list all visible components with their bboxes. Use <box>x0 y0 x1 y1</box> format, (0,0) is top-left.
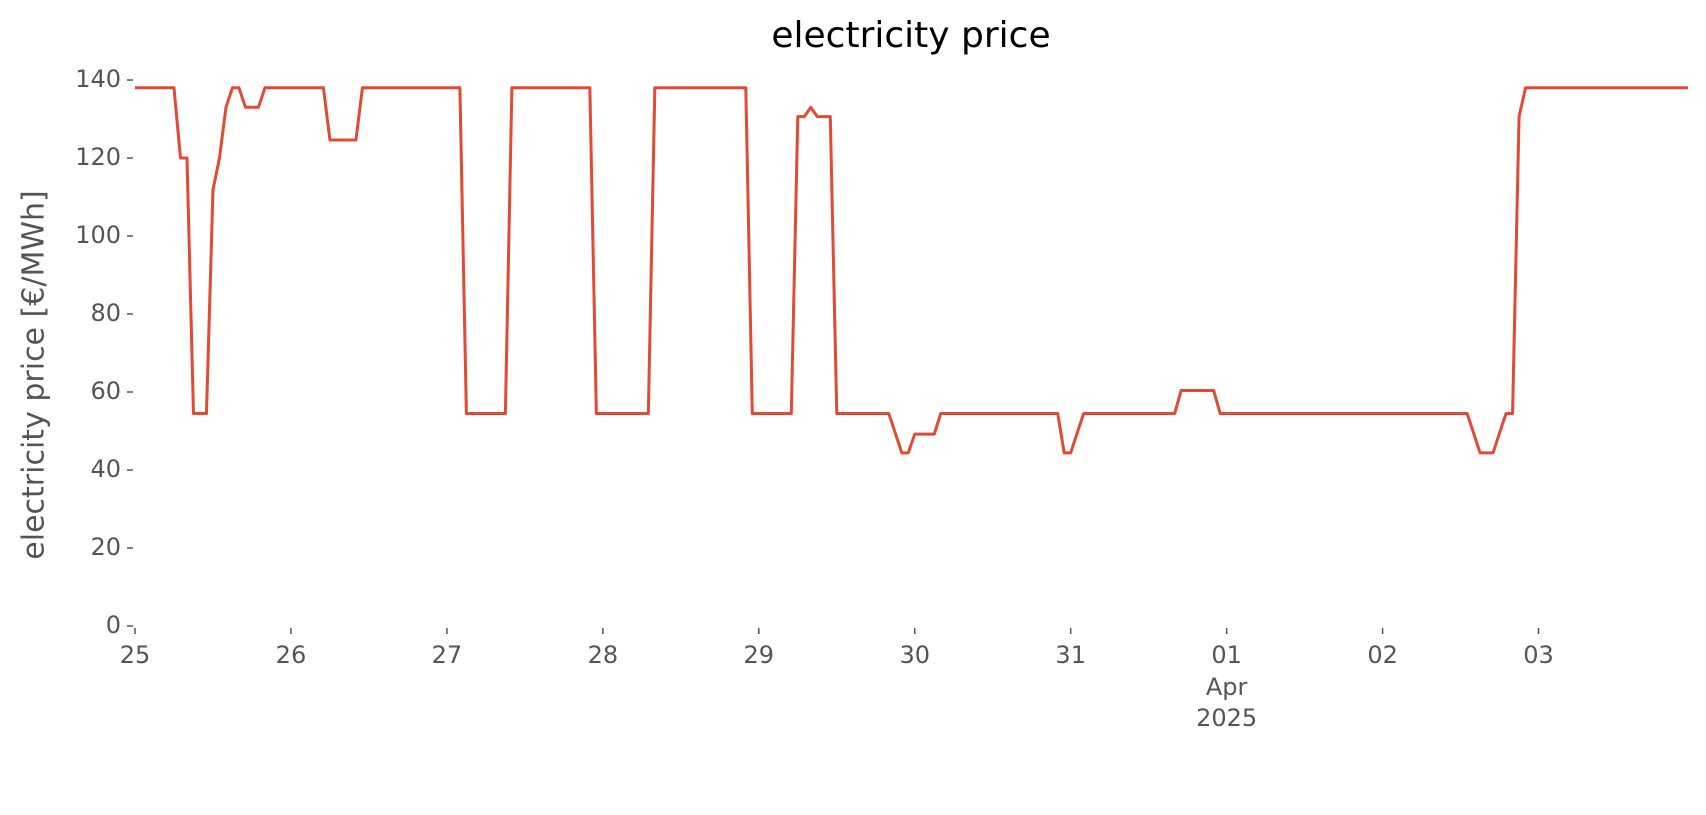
x-month-label: Apr <box>1206 673 1248 701</box>
y-tick-label: 0 <box>106 611 121 639</box>
y-tick-label: 60 <box>90 377 121 405</box>
x-tick-label: 29 <box>744 641 775 669</box>
y-tick-label: 80 <box>90 299 121 327</box>
y-tick-label: 40 <box>90 455 121 483</box>
x-tick-label: 28 <box>588 641 619 669</box>
y-tick-label: 140 <box>75 65 121 93</box>
x-tick-label: 30 <box>899 641 930 669</box>
x-tick-label: 02 <box>1367 641 1398 669</box>
x-tick-label: 26 <box>276 641 307 669</box>
x-year-label: 2025 <box>1196 704 1257 732</box>
y-tick-label: 20 <box>90 533 121 561</box>
x-tick-label: 03 <box>1523 641 1554 669</box>
y-axis-label: electricity price [€/MWh] <box>17 190 52 559</box>
x-tick-label: 01 <box>1211 641 1242 669</box>
x-tick-label: 31 <box>1055 641 1086 669</box>
y-tick-label: 120 <box>75 143 121 171</box>
x-tick-label: 27 <box>432 641 463 669</box>
y-tick-label: 100 <box>75 221 121 249</box>
price-line <box>135 86 1688 455</box>
chart-title: electricity price <box>771 15 1050 56</box>
x-tick-label: 25 <box>120 641 151 669</box>
